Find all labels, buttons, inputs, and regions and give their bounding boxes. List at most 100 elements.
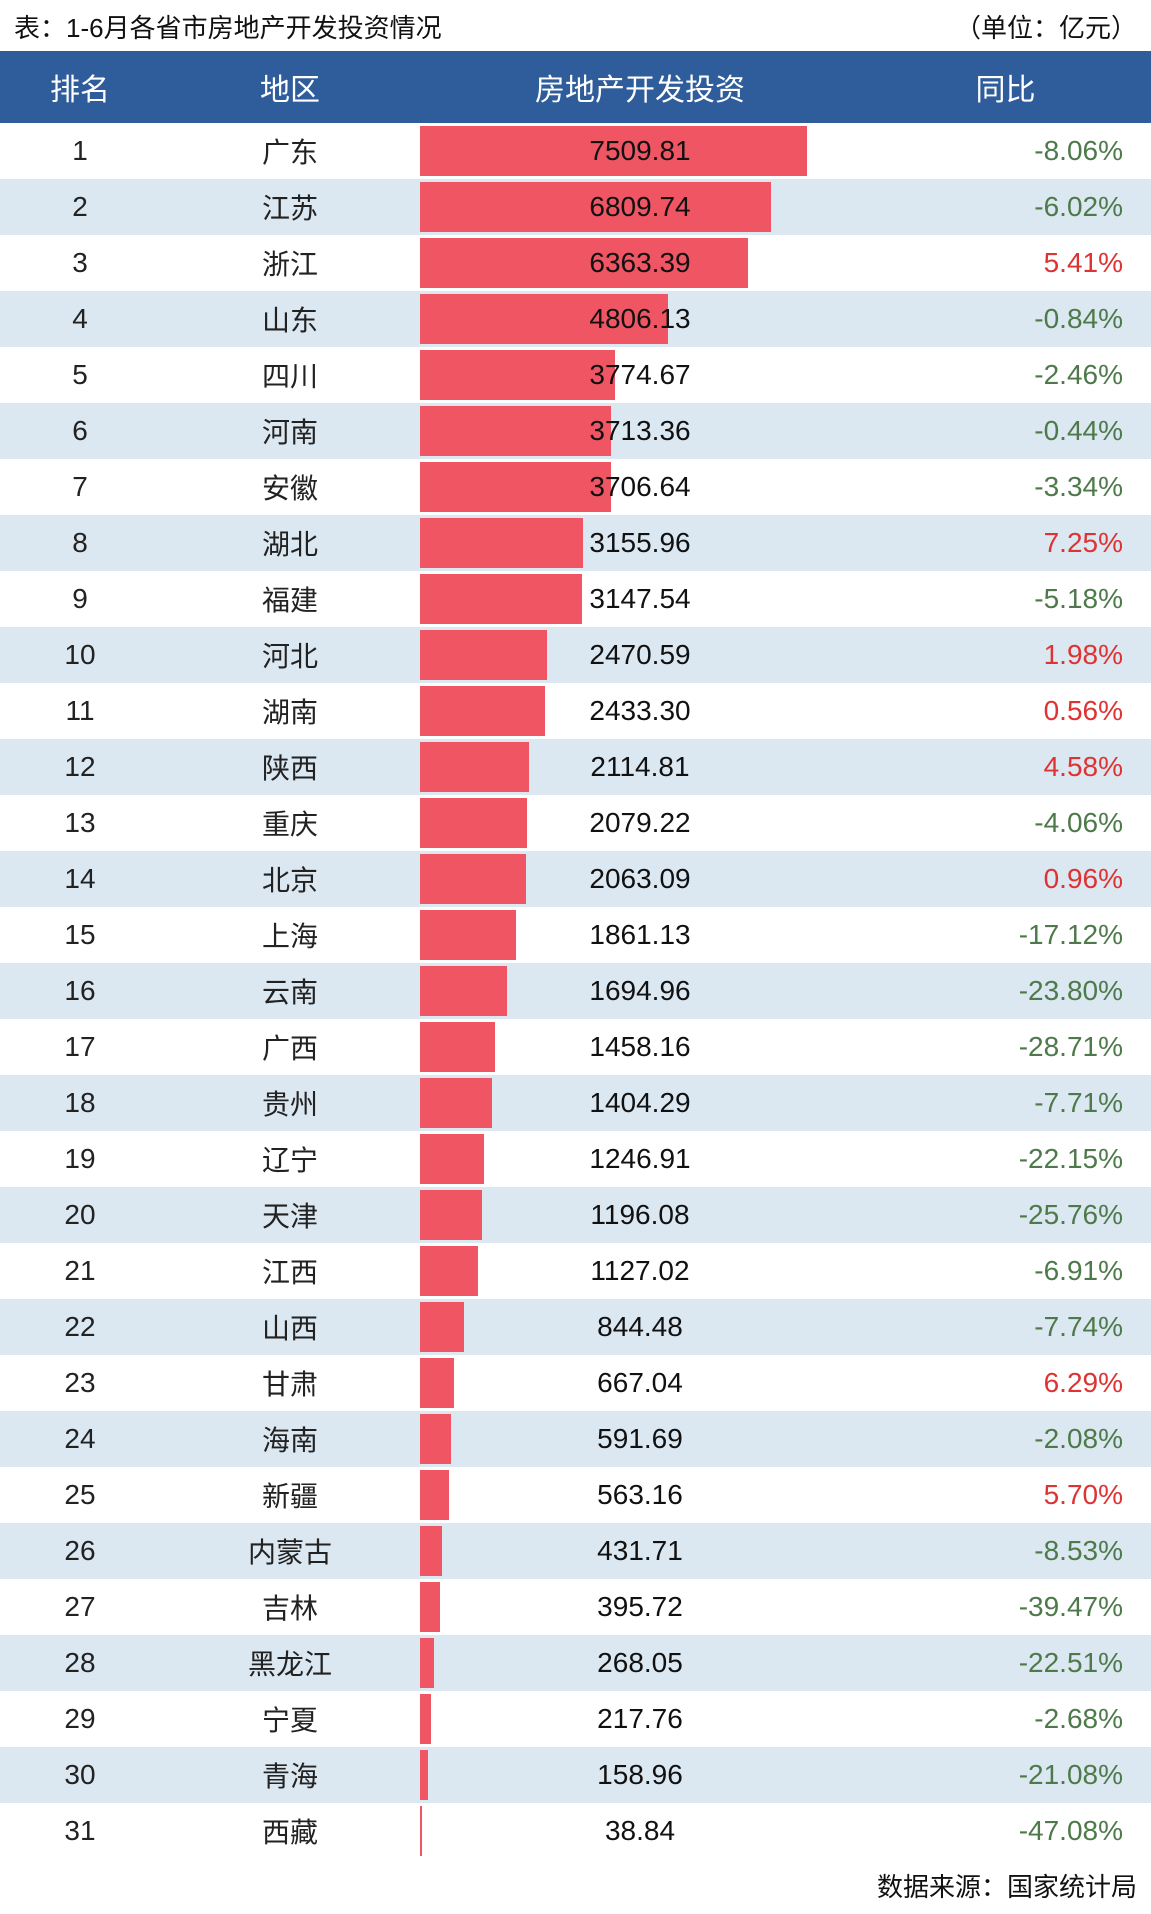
cell-yoy: -0.84% [860,291,1151,347]
invest-value: 1127.02 [420,1243,860,1299]
cell-rank: 22 [0,1299,160,1355]
cell-yoy: -2.68% [860,1691,1151,1747]
cell-invest: 1861.13 [420,907,860,963]
cell-rank: 28 [0,1635,160,1691]
cell-yoy: -25.76% [860,1187,1151,1243]
cell-region: 山东 [160,291,420,347]
cell-rank: 23 [0,1355,160,1411]
cell-invest: 2470.59 [420,627,860,683]
table-row: 26内蒙古431.71-8.53% [0,1523,1151,1579]
cell-region: 宁夏 [160,1691,420,1747]
cell-region: 广西 [160,1019,420,1075]
cell-invest: 591.69 [420,1411,860,1467]
cell-rank: 6 [0,403,160,459]
cell-region: 河北 [160,627,420,683]
cell-invest: 431.71 [420,1523,860,1579]
invest-value: 3774.67 [420,347,860,403]
invest-value: 667.04 [420,1355,860,1411]
cell-invest: 1196.08 [420,1187,860,1243]
cell-yoy: -6.91% [860,1243,1151,1299]
invest-value: 3155.96 [420,515,860,571]
cell-yoy: -17.12% [860,907,1151,963]
table-row: 1广东7509.81-8.06% [0,123,1151,179]
invest-value: 1196.08 [420,1187,860,1243]
cell-invest: 1127.02 [420,1243,860,1299]
cell-rank: 17 [0,1019,160,1075]
cell-yoy: -39.47% [860,1579,1151,1635]
table-row: 19辽宁1246.91-22.15% [0,1131,1151,1187]
cell-yoy: -28.71% [860,1019,1151,1075]
table-row: 8湖北3155.967.25% [0,515,1151,571]
invest-value: 2079.22 [420,795,860,851]
invest-value: 844.48 [420,1299,860,1355]
cell-rank: 24 [0,1411,160,1467]
cell-region: 新疆 [160,1467,420,1523]
cell-rank: 11 [0,683,160,739]
cell-region: 天津 [160,1187,420,1243]
cell-region: 江西 [160,1243,420,1299]
col-invest: 房地产开发投资 [420,51,860,123]
title-row: 表：1-6月各省市房地产开发投资情况 （单位：亿元） [0,0,1151,51]
cell-yoy: -8.06% [860,123,1151,179]
cell-region: 福建 [160,571,420,627]
table-row: 30青海158.96-21.08% [0,1747,1151,1803]
table-container: 表：1-6月各省市房地产开发投资情况 （单位：亿元） 排名 地区 房地产开发投资… [0,0,1151,1914]
cell-rank: 13 [0,795,160,851]
cell-yoy: 0.96% [860,851,1151,907]
cell-yoy: -7.71% [860,1075,1151,1131]
cell-yoy: 7.25% [860,515,1151,571]
invest-value: 1861.13 [420,907,860,963]
cell-invest: 1246.91 [420,1131,860,1187]
invest-value: 268.05 [420,1635,860,1691]
cell-rank: 26 [0,1523,160,1579]
cell-rank: 12 [0,739,160,795]
cell-rank: 14 [0,851,160,907]
cell-yoy: 6.29% [860,1355,1151,1411]
cell-rank: 19 [0,1131,160,1187]
table-row: 10河北2470.591.98% [0,627,1151,683]
cell-invest: 2114.81 [420,739,860,795]
cell-region: 浙江 [160,235,420,291]
cell-region: 贵州 [160,1075,420,1131]
cell-invest: 217.76 [420,1691,860,1747]
invest-value: 6809.74 [420,179,860,235]
cell-invest: 395.72 [420,1579,860,1635]
cell-yoy: -3.34% [860,459,1151,515]
table-body: 1广东7509.81-8.06%2江苏6809.74-6.02%3浙江6363.… [0,123,1151,1859]
cell-yoy: -22.15% [860,1131,1151,1187]
cell-region: 辽宁 [160,1131,420,1187]
table-row: 14北京2063.090.96% [0,851,1151,907]
cell-yoy: -6.02% [860,179,1151,235]
cell-yoy: 0.56% [860,683,1151,739]
cell-invest: 3774.67 [420,347,860,403]
cell-invest: 3155.96 [420,515,860,571]
cell-region: 广东 [160,123,420,179]
cell-rank: 16 [0,963,160,1019]
cell-invest: 268.05 [420,1635,860,1691]
cell-yoy: -7.74% [860,1299,1151,1355]
invest-value: 3713.36 [420,403,860,459]
table-row: 3浙江6363.395.41% [0,235,1151,291]
invest-value: 4806.13 [420,291,860,347]
table-row: 5四川3774.67-2.46% [0,347,1151,403]
cell-region: 内蒙古 [160,1523,420,1579]
invest-value: 563.16 [420,1467,860,1523]
table-row: 28黑龙江268.05-22.51% [0,1635,1151,1691]
cell-invest: 3713.36 [420,403,860,459]
table-row: 2江苏6809.74-6.02% [0,179,1151,235]
cell-yoy: -5.18% [860,571,1151,627]
cell-invest: 38.84 [420,1803,860,1859]
invest-value: 158.96 [420,1747,860,1803]
table-row: 29宁夏217.76-2.68% [0,1691,1151,1747]
cell-yoy: 5.70% [860,1467,1151,1523]
title-right: （单位：亿元） [955,8,1137,45]
cell-invest: 2079.22 [420,795,860,851]
cell-region: 云南 [160,963,420,1019]
cell-invest: 3147.54 [420,571,860,627]
investment-table: 排名 地区 房地产开发投资 同比 1广东7509.81-8.06%2江苏6809… [0,51,1151,1859]
cell-region: 重庆 [160,795,420,851]
cell-rank: 3 [0,235,160,291]
cell-region: 江苏 [160,179,420,235]
cell-invest: 563.16 [420,1467,860,1523]
invest-value: 2114.81 [420,739,860,795]
